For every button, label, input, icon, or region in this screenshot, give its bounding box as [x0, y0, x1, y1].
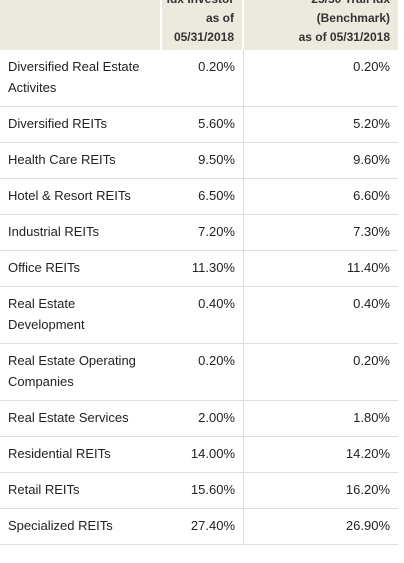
cell-value: 5.20%	[353, 116, 390, 131]
row-label: Industrial REITs	[8, 224, 100, 239]
row-label: Health Care REITs	[8, 152, 116, 167]
cell-value: 14.00%	[162, 437, 244, 472]
cell-value: 0.20%	[162, 344, 244, 400]
row-label: Diversified Real Estate Activites	[8, 59, 140, 95]
cell-value: 11.30%	[162, 251, 244, 286]
row-label: Specialized REITs	[8, 518, 113, 533]
cell-value: 2.00%	[162, 401, 244, 436]
row-label: Office REITs	[8, 260, 81, 275]
cell-value: 1.80%	[353, 410, 390, 425]
table-row: Real Estate Operating Companies 0.20% 0.20…	[0, 344, 398, 401]
table-body: Diversified Real Estate Activites 0.20% 0.…	[0, 50, 398, 545]
cell-value: 5.60%	[162, 107, 244, 142]
row-label: Real Estate Services	[8, 410, 129, 425]
table-row: Specialized REITs 27.40% 26.90%	[0, 509, 398, 545]
cell-value: 9.50%	[162, 143, 244, 178]
table-row: Office REITs 11.30% 11.40%	[0, 251, 398, 287]
row-label: Residential REITs	[8, 446, 111, 461]
cell-value: 9.60%	[353, 152, 390, 167]
table-row: Diversified Real Estate Activites 0.20% 0.…	[0, 50, 398, 107]
cell-value: 6.50%	[162, 179, 244, 214]
table-header: Idx Investor as of 05/31/2018 25/50 Trail …	[0, 0, 398, 50]
cell-value: 15.60%	[162, 473, 244, 508]
cell-value: 16.20%	[345, 482, 390, 497]
row-label: Hotel & Resort REITs	[8, 188, 131, 203]
table-row: Diversified REITs 5.60% 5.20%	[0, 107, 398, 143]
header-text: 05/31/2018	[173, 30, 234, 44]
cell-value: 0.20%	[353, 353, 390, 368]
cell-value: 27.40%	[162, 509, 244, 544]
header-lines: Idx Investor as of 05/31/2018	[167, 0, 234, 47]
table-row: Real Estate Services 2.00% 1.80%	[0, 401, 398, 437]
table-row: Retail REITs 15.60% 16.20%	[0, 473, 398, 509]
row-label: Real Estate Development	[8, 296, 85, 332]
header-cell: Idx Investor as of 05/31/2018	[162, 0, 244, 50]
cell-value: 26.90%	[345, 518, 390, 533]
cell-value: 11.40%	[346, 260, 390, 275]
header-text: Idx Investor	[167, 0, 234, 9]
cell-value: 6.60%	[353, 188, 390, 203]
cell-value: 7.30%	[353, 224, 390, 239]
cell-value: 14.20%	[345, 446, 390, 461]
table-row: Industrial REITs 7.20% 7.30%	[0, 215, 398, 251]
cell-value: 0.20%	[353, 59, 390, 74]
header-text: as of 05/31/2018	[298, 30, 390, 44]
row-label: Retail REITs	[8, 482, 80, 497]
table: Idx Investor as of 05/31/2018 25/50 Trail …	[0, 0, 398, 545]
table-row: Hotel & Resort REITs 6.50% 6.60%	[0, 179, 398, 215]
header-cell	[0, 0, 162, 50]
header-text: 25/50 Trail Idx	[299, 0, 390, 9]
header-text: (Benchmark)	[316, 11, 390, 25]
cell-value: 0.40%	[353, 296, 390, 311]
cell-value: 0.20%	[162, 50, 244, 106]
header-lines: 25/50 Trail Idx (Benchmark) as of 05/31/20…	[299, 0, 390, 47]
row-label: Real Estate Operating Companies	[8, 353, 136, 389]
cell-value: 0.40%	[162, 287, 244, 343]
header-text: as of	[205, 11, 234, 25]
table-row: Residential REITs 14.00% 14.20%	[0, 437, 398, 473]
row-label: Diversified REITs	[8, 116, 107, 131]
cell-value: 7.20%	[162, 215, 244, 250]
header-cell: 25/50 Trail Idx (Benchmark) as of 05/31/20…	[244, 0, 398, 50]
table-row: Real Estate Development 0.40% 0.40%	[0, 287, 398, 344]
table-row: Health Care REITs 9.50% 9.60%	[0, 143, 398, 179]
